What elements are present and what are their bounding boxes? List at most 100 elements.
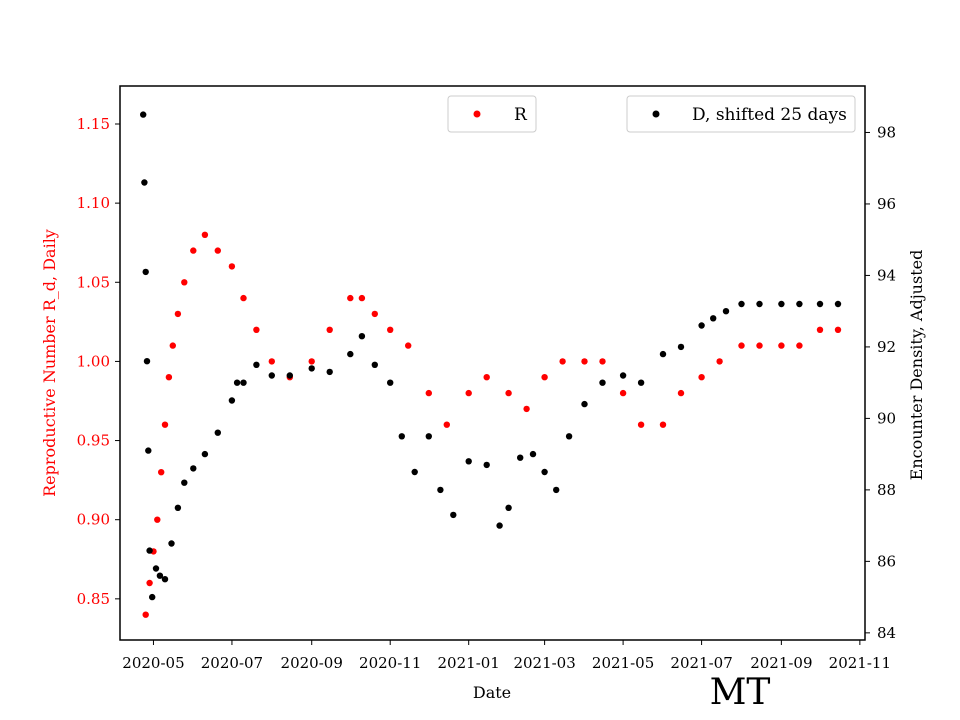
x-axis: 2020-05 2020-07 2020-09 2020-11 2021-01 2021-… (122, 640, 891, 672)
r-point (228, 263, 236, 270)
r-point (358, 294, 366, 302)
d-point (581, 400, 588, 408)
r-point (559, 358, 566, 365)
d-point (228, 397, 236, 404)
left-tick-label: 0.90 (77, 511, 110, 529)
r-point (405, 342, 412, 349)
x-tick-label: 2020-11 (359, 654, 421, 672)
x-tick-label: 2021-03 (513, 654, 575, 672)
d-point (140, 111, 147, 118)
r-point (483, 374, 490, 381)
d-point (146, 547, 153, 554)
d-point (253, 361, 260, 368)
r-point (154, 516, 161, 523)
d-point (778, 300, 785, 308)
d-point (168, 540, 175, 547)
right-tick-label: 94 (877, 266, 896, 284)
d-point (517, 454, 524, 461)
x-axis-label: Date (473, 683, 511, 702)
d-point (141, 179, 148, 186)
d-point (698, 322, 705, 329)
r-point (698, 374, 705, 381)
r-point (834, 326, 842, 333)
d-point (149, 593, 156, 601)
d-point (161, 576, 169, 583)
r-point (371, 310, 378, 318)
d-point (145, 447, 152, 454)
d-point (190, 465, 197, 472)
plot-frame (119, 85, 866, 641)
r-point (347, 294, 354, 302)
d-point (756, 300, 763, 308)
state-annotation: MT (710, 672, 771, 713)
left-tick-label: 1.05 (77, 273, 110, 291)
d-point (834, 300, 842, 308)
r-point (523, 405, 530, 413)
d-point (553, 486, 560, 494)
legend-r-label: R (514, 105, 528, 125)
d-point (398, 433, 405, 440)
d-point (143, 358, 151, 365)
x-tick-label: 2021-11 (829, 654, 891, 672)
legend-r-box (447, 95, 537, 133)
left-tick-label: 0.85 (77, 590, 110, 608)
x-tick-label: 2021-01 (438, 654, 500, 672)
d-point (142, 268, 149, 276)
legend-d-label: D, shifted 25 days (692, 105, 847, 125)
d-point (738, 300, 745, 308)
r-point (738, 342, 745, 349)
right-y-axis: 84 86 88 90 92 94 96 98 (865, 123, 896, 642)
r-point (240, 294, 247, 302)
r-point (161, 421, 169, 428)
legend-r-marker (473, 110, 481, 118)
r-point (181, 279, 188, 286)
r-point (190, 247, 197, 254)
r-point (465, 389, 472, 397)
left-tick-label: 1.15 (77, 115, 110, 133)
x-tick-label: 2021-05 (592, 654, 654, 672)
r-point (174, 310, 182, 318)
series-r (142, 231, 842, 618)
d-point (619, 372, 627, 379)
series-d (140, 111, 842, 601)
d-point (174, 504, 182, 511)
left-tick-label: 0.95 (77, 432, 110, 450)
d-point (268, 372, 275, 379)
right-tick-label: 90 (877, 409, 896, 427)
d-point (529, 450, 537, 458)
right-tick-label: 88 (877, 481, 896, 499)
d-point (411, 468, 418, 476)
r-point (443, 421, 450, 428)
d-point (181, 479, 188, 486)
d-point (347, 350, 354, 358)
r-point (169, 342, 176, 349)
right-tick-label: 84 (877, 624, 896, 642)
d-point (387, 379, 394, 386)
r-point (619, 389, 627, 397)
d-point (240, 379, 247, 386)
r-point (778, 342, 785, 349)
d-point (308, 365, 315, 372)
d-point (505, 504, 512, 511)
x-tick-label: 2021-09 (750, 654, 812, 672)
right-tick-label: 98 (877, 123, 896, 141)
r-point (677, 389, 685, 397)
d-point (371, 361, 378, 368)
r-point (756, 342, 763, 349)
x-tick-label: 2020-07 (201, 654, 263, 672)
left-y-axis-label: Reproductive Number R_d, Daily (40, 229, 59, 497)
x-tick-label: 2021-07 (670, 654, 732, 672)
legend-d-marker (652, 110, 660, 118)
r-point (158, 469, 165, 476)
d-point (483, 461, 490, 469)
d-point (326, 368, 333, 376)
d-point (796, 300, 803, 308)
legend-r: R (447, 95, 537, 133)
r-point (308, 358, 315, 365)
right-tick-label: 86 (877, 552, 896, 570)
r-point (425, 389, 432, 397)
d-point (677, 343, 685, 351)
right-tick-label: 92 (877, 338, 896, 356)
r-point (253, 326, 260, 333)
r-point (387, 326, 394, 333)
